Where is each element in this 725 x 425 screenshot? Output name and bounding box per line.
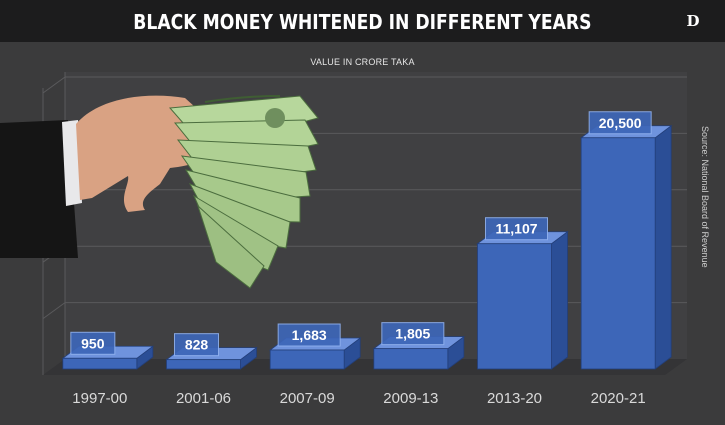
bar-front	[62, 357, 138, 370]
data-label-box	[70, 331, 116, 355]
chart-title: BLACK MONEY WHITENED IN DIFFERENT YEARS	[133, 10, 592, 34]
bar-front	[580, 137, 656, 370]
banknote-fan	[168, 95, 319, 289]
gridline-side	[42, 302, 66, 320]
labels-layer: 950 1997-00 828 2001-06 1,683 2007-09 1,805 200…	[70, 111, 652, 407]
data-label: 1,805	[395, 326, 430, 342]
bar-front	[269, 349, 345, 370]
bar-side	[654, 124, 672, 370]
data-label: 950	[81, 335, 105, 351]
data-label: 11,107	[495, 221, 537, 237]
data-label-box	[277, 323, 341, 347]
x-tick-label: 1997-00	[72, 390, 127, 407]
hand-with-money-illustration	[0, 95, 319, 289]
title-bar	[0, 0, 725, 42]
chart-subtitle: VALUE IN CRORE TAKA	[310, 57, 415, 67]
gridline-side	[42, 76, 66, 94]
bar	[579, 124, 673, 370]
data-label: 20,500	[599, 115, 642, 131]
x-tick-label: 2020-21	[591, 390, 646, 407]
x-tick-label: 2009-13	[383, 390, 438, 407]
x-tick-label: 2013-20	[487, 390, 542, 407]
data-label-box	[588, 111, 652, 135]
data-label-box	[174, 333, 219, 357]
bars-layer	[61, 124, 673, 370]
bar-side	[551, 230, 568, 370]
data-label: 828	[185, 337, 209, 353]
suit-sleeve	[0, 120, 78, 258]
data-label: 1,683	[292, 327, 327, 343]
bar-front	[477, 243, 552, 370]
data-label-box	[381, 322, 445, 346]
bar-front	[373, 348, 449, 370]
bar-front	[166, 359, 241, 370]
bar	[476, 230, 569, 370]
x-tick-label: 2007-09	[280, 390, 335, 407]
x-tick-label: 2001-06	[176, 390, 231, 407]
brand-logo: D	[686, 12, 700, 30]
data-label-box	[485, 217, 548, 241]
